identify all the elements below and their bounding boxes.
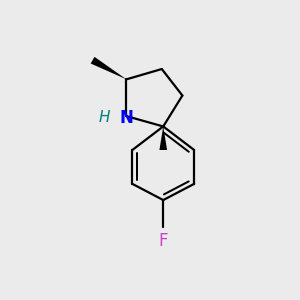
Text: N: N xyxy=(119,109,133,127)
Text: H: H xyxy=(99,110,110,125)
Polygon shape xyxy=(91,57,126,79)
Text: F: F xyxy=(158,232,168,250)
Polygon shape xyxy=(159,126,167,150)
